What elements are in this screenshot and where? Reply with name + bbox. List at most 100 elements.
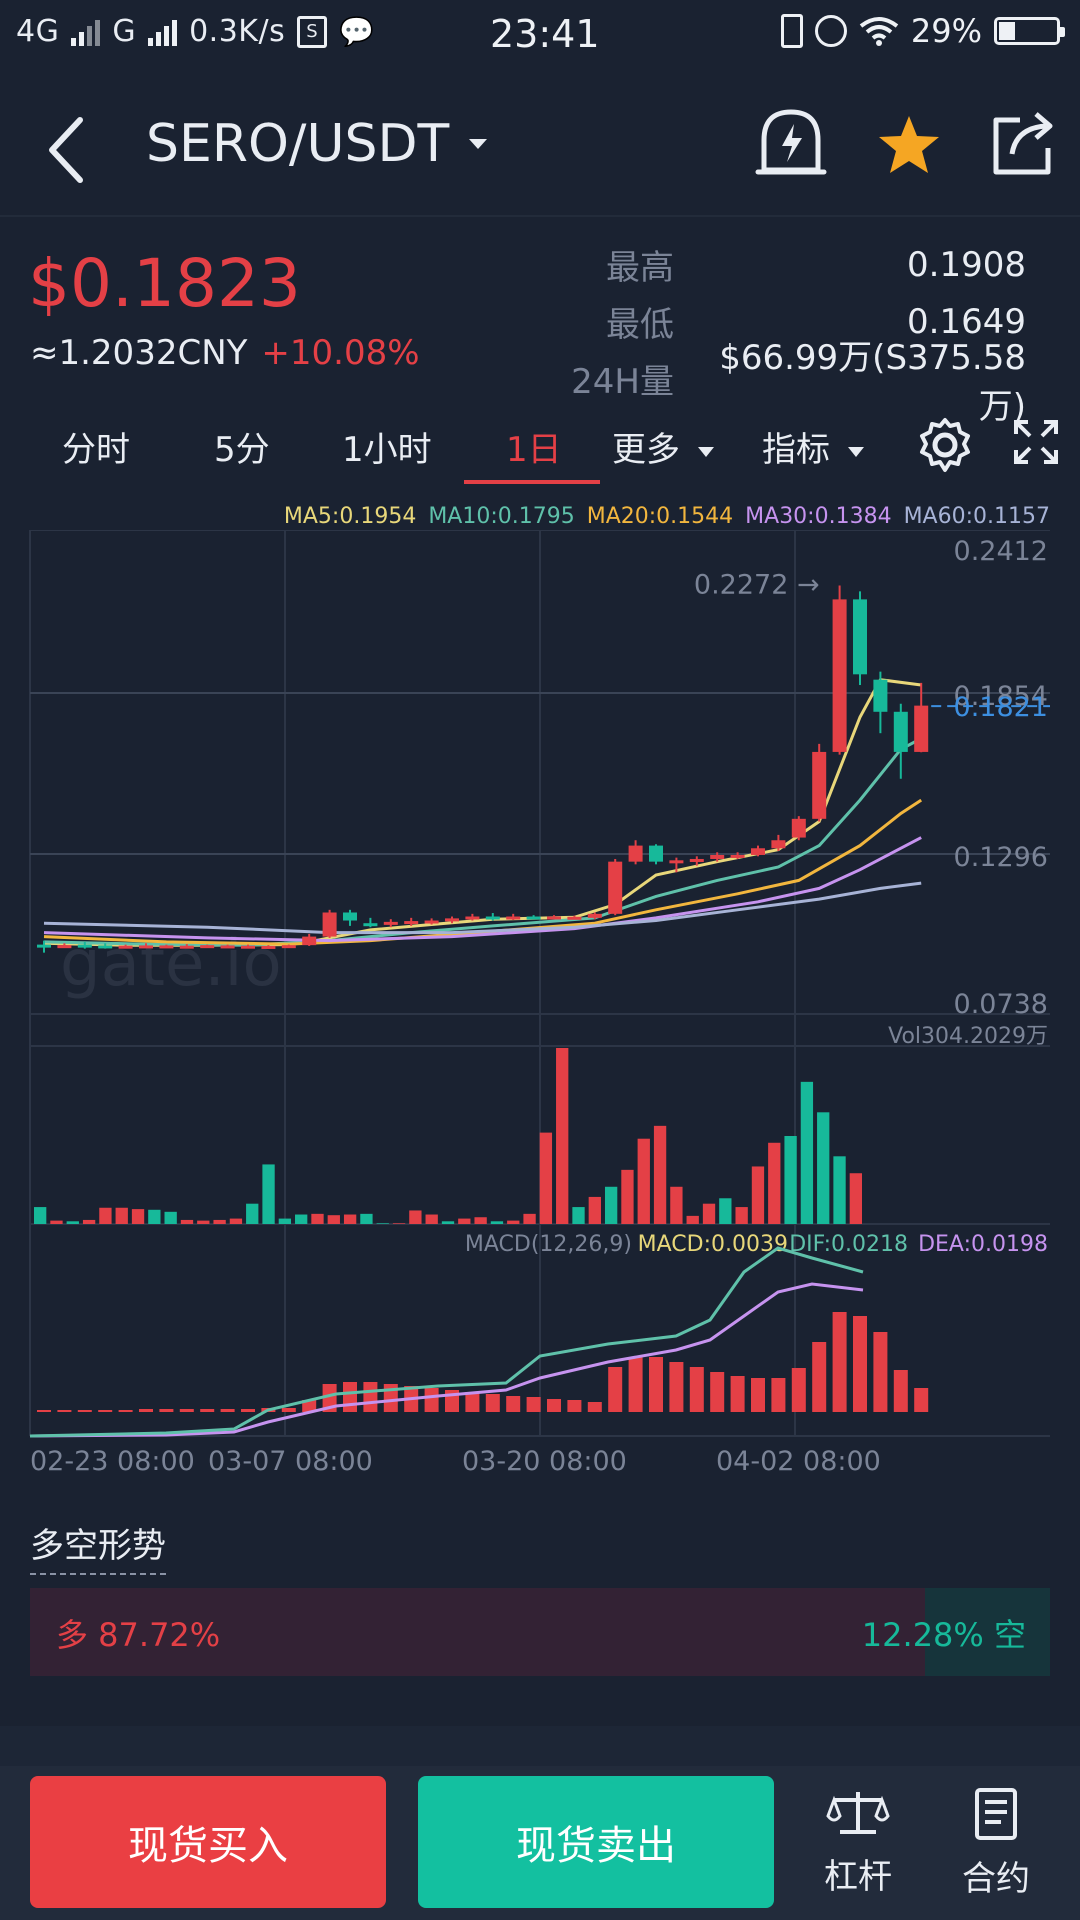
stat-low: 最低 0.1649 [570,293,1026,350]
footer-separator [0,1726,1080,1766]
tab-more[interactable]: 更多 [612,422,714,471]
stat-high: 最高 0.1908 [570,236,1026,293]
price-tick-label: 0.2412 [954,536,1048,567]
wechat-icon: 💬 [339,15,375,48]
macd-histogram-bar [57,1410,72,1412]
volume-bar [523,1213,536,1224]
volume-label: Vol304.2029万 [888,1024,1048,1049]
vibrate-icon [780,14,803,48]
dea-line [29,1282,864,1438]
candle-body [383,921,398,925]
macd-histogram-bar [200,1409,215,1412]
status-right: 29% [780,12,1065,50]
macd-histogram-bar [139,1409,153,1412]
volume-bar [653,1125,667,1224]
candle-body [485,916,500,920]
volume-bar [507,1220,520,1224]
price-alert-icon[interactable] [754,104,828,182]
macd-histogram-bar [751,1378,765,1412]
volume-bar [556,1048,569,1224]
candle-body [547,916,561,920]
macd-histogram-bar [853,1316,867,1412]
battery-icon [994,17,1065,45]
settings-gear-icon[interactable] [916,416,974,474]
candle-body [465,916,480,920]
macd-histogram-bar [526,1397,541,1412]
candle-body [241,945,255,949]
fullscreen-icon[interactable] [1012,418,1060,466]
tab-timeline[interactable]: 分时 [62,430,130,470]
volume-bar [376,1223,389,1224]
ma5-line [43,678,922,947]
macd-histogram-bar [302,1400,317,1412]
kline-chart[interactable]: gate.io MACD(12,26,9) MACD:0.0039 DIF:0.02… [0,530,1080,1490]
contract-label: 合约 [962,1859,1030,1899]
candle-body [893,711,908,752]
volume-bar [278,1218,292,1224]
chevron-down-icon [469,139,488,149]
status-left: 4G G 0.3K/s S 💬 [16,14,375,49]
network-speed: 0.3K/s [189,14,286,49]
candle-body [710,854,725,859]
favorite-star-icon[interactable] [876,114,942,176]
wifi-icon [859,17,899,46]
volume-bar [99,1207,112,1224]
battery-percent: 29% [910,12,982,50]
tab-5min[interactable]: 5分 [214,430,270,470]
tab-1day[interactable]: 1日 [506,430,562,470]
macd-legend-label: DEA:0.0198 [918,1232,1048,1257]
candle-body [791,818,806,838]
volume-bar [670,1186,683,1224]
macd-histogram-bar [77,1410,92,1412]
macd-histogram-bar [506,1396,521,1412]
long-short-title[interactable]: 多空形势 [30,1518,166,1575]
macd-histogram-bar [669,1362,684,1412]
time-axis-label: 03-20 08:00 [462,1446,627,1477]
tab-1hour[interactable]: 1小时 [342,430,432,470]
macd-histogram-bar [812,1342,827,1412]
candle-body [343,912,357,921]
candle-body [57,945,72,949]
volume-bar [604,1186,618,1224]
status-bar: 4G G 0.3K/s S 💬 23:41 29% [0,0,1080,76]
candle-body [424,920,439,924]
candle-body [404,921,419,925]
change-percent: +10.08% [261,333,420,373]
tab-indicators[interactable]: 指标 [762,422,864,471]
candle-body [506,916,521,920]
candle-body [159,945,174,949]
max-price-marker: 0.2272 → [694,569,820,600]
contract-button[interactable]: 合约 [936,1786,1056,1900]
time-axis-label: 02-23 08:00 [30,1446,195,1477]
macd-histogram-bar [689,1367,704,1412]
candle-body [526,916,541,920]
active-tab-indicator [464,480,600,484]
volume-bar [474,1217,487,1224]
back-arrow-icon[interactable] [40,110,100,190]
macd-histogram-bar [118,1410,133,1412]
spot-buy-button[interactable]: 现货买入 [30,1776,386,1908]
network-type: 4G [16,14,60,49]
macd-histogram-bar [424,1388,439,1412]
s-app-icon: S [297,15,328,48]
candle-body [649,845,663,862]
macd-histogram-bar [547,1399,561,1412]
macd-histogram-bar [98,1410,113,1412]
last-price: $0.1823 [28,245,301,322]
margin-button[interactable]: 杠杆 [798,1786,918,1898]
header-divider [0,215,1080,217]
volume-bar [768,1142,781,1224]
spot-sell-button[interactable]: 现货卖出 [418,1776,774,1908]
volume-bar [637,1138,650,1224]
share-icon[interactable] [990,108,1056,178]
pair-selector[interactable]: SERO/USDT [146,114,488,174]
volume-bars [34,1048,862,1224]
macd-histogram-bar [628,1357,643,1412]
candle-body [37,944,51,948]
volume-bar [343,1214,357,1224]
macd-histogram-bar [730,1376,745,1412]
candle-body [832,599,847,752]
macd-histogram-bar [771,1378,786,1412]
volume-bar [229,1218,243,1224]
candle-body [179,945,194,949]
